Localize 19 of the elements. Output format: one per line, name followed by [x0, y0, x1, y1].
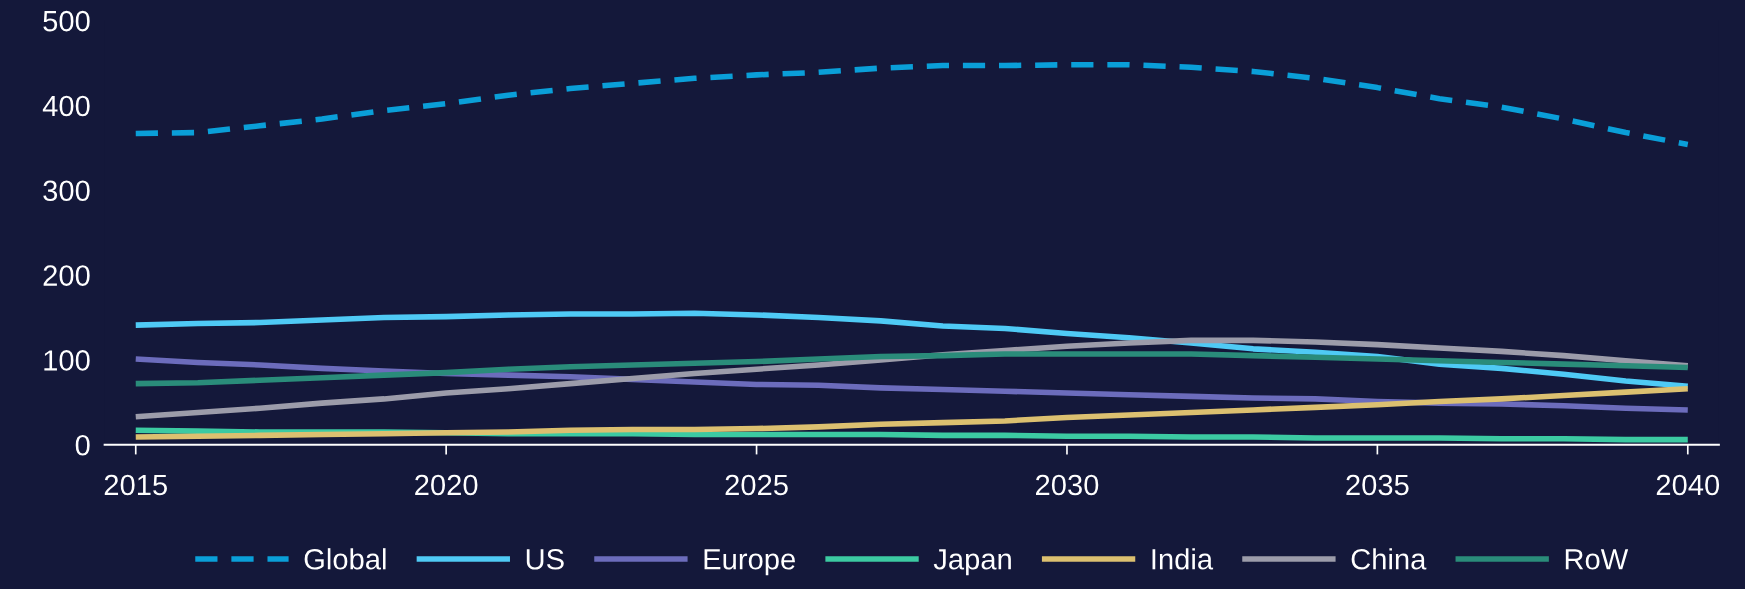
y-tick-label: 500 — [43, 10, 90, 32]
y-tick-label: 100 — [44, 350, 90, 371]
legend-label: China — [1351, 548, 1427, 570]
legend-label: Global — [304, 548, 386, 570]
x-tick-label: 2030 — [1036, 474, 1099, 496]
x-tick-label: 2015 — [104, 474, 167, 496]
x-tick-label: 2025 — [725, 474, 788, 496]
x-tick-label: 2020 — [415, 474, 478, 496]
y-tick-label: 300 — [43, 180, 90, 202]
y-tick-label: 200 — [43, 265, 90, 286]
x-tick-label: 2040 — [1656, 474, 1720, 496]
legend-label: RoW — [1565, 549, 1629, 570]
legend-label: Europe — [704, 549, 795, 576]
y-tick-label: 0 — [75, 434, 90, 456]
legend-label: US — [526, 548, 564, 570]
y-tick-label: 400 — [42, 95, 90, 117]
legend-label: Japan — [933, 549, 1011, 576]
x-tick-label: 2035 — [1346, 474, 1409, 496]
legend-label: India — [1152, 548, 1214, 570]
